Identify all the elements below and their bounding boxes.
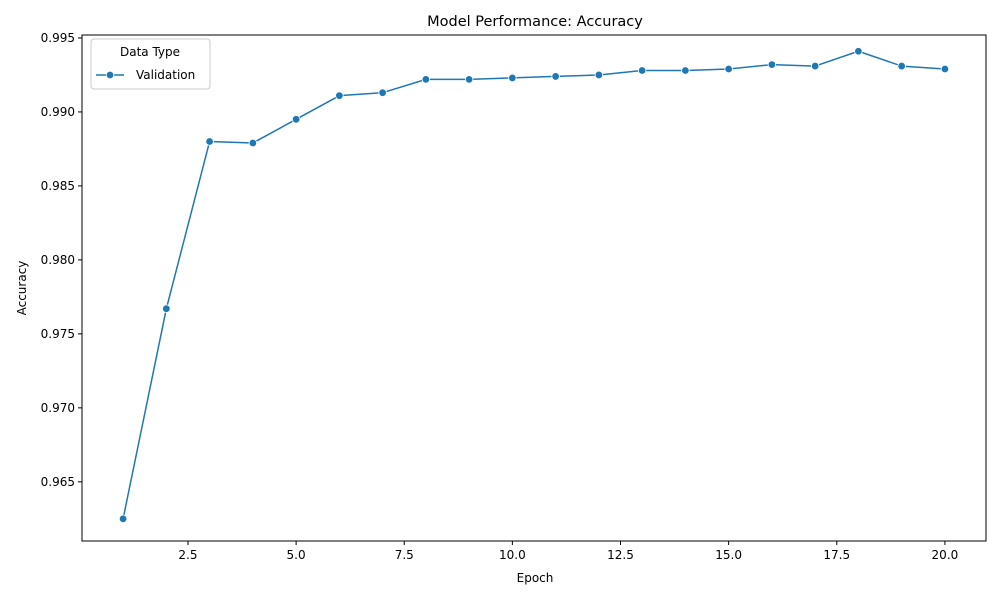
- legend-series-label: Validation: [136, 68, 195, 82]
- data-point: [464, 75, 474, 84]
- data-point: [940, 64, 950, 74]
- data-point: [421, 75, 431, 84]
- x-tick-label: 15.0: [715, 548, 742, 562]
- data-point: [810, 61, 820, 71]
- data-point: [854, 47, 863, 56]
- y-tick-label: 0.990: [41, 105, 75, 119]
- data-point: [335, 91, 344, 100]
- data-point: [724, 64, 733, 74]
- legend-frame: [90, 38, 211, 90]
- data-point: [118, 514, 128, 524]
- data-point: [594, 70, 604, 80]
- chart-title: Model Performance: Accuracy: [427, 14, 643, 30]
- y-tick-label: 0.985: [41, 179, 75, 193]
- x-tick-label: 10.0: [499, 548, 526, 562]
- y-tick-label: 0.975: [41, 327, 75, 341]
- x-tick-label: 7.5: [395, 548, 414, 562]
- x-axis: 2.5 5.0 7.5 10.0 12.5 15.0 17.5 20.0: [178, 541, 958, 562]
- data-point: [291, 115, 301, 124]
- data-point: [767, 60, 777, 69]
- series-layer: [118, 47, 950, 524]
- plot-frame: [81, 34, 987, 542]
- data-point: [637, 66, 647, 75]
- y-axis-label: Accuracy: [15, 261, 29, 316]
- data-point: [681, 66, 690, 75]
- x-tick-label: 12.5: [607, 548, 634, 562]
- data-point: [205, 137, 214, 146]
- data-point: [897, 61, 906, 71]
- legend-marker-swatch: [105, 70, 115, 80]
- y-tick-label: 0.980: [41, 253, 75, 267]
- legend-title: Data Type: [120, 45, 180, 59]
- y-tick-label: 0.995: [41, 31, 75, 45]
- data-point: [162, 304, 171, 313]
- x-axis-label: Epoch: [517, 571, 554, 585]
- plot-area: [81, 34, 987, 542]
- data-point: [508, 73, 517, 83]
- x-tick-label: 5.0: [287, 548, 306, 562]
- data-point: [551, 72, 560, 81]
- data-point: [378, 88, 387, 97]
- x-tick-label: 20.0: [932, 548, 959, 562]
- y-tick-label: 0.965: [41, 475, 75, 489]
- y-tick-label: 0.970: [41, 401, 75, 415]
- x-tick-label: 17.5: [823, 548, 850, 562]
- y-axis: 0.965 0.970 0.975 0.980 0.985 0.990 0.995: [41, 31, 82, 489]
- legend: Data Type Validation: [90, 38, 211, 90]
- data-point: [248, 138, 258, 148]
- series-line: [122, 50, 945, 519]
- x-tick-label: 2.5: [178, 548, 197, 562]
